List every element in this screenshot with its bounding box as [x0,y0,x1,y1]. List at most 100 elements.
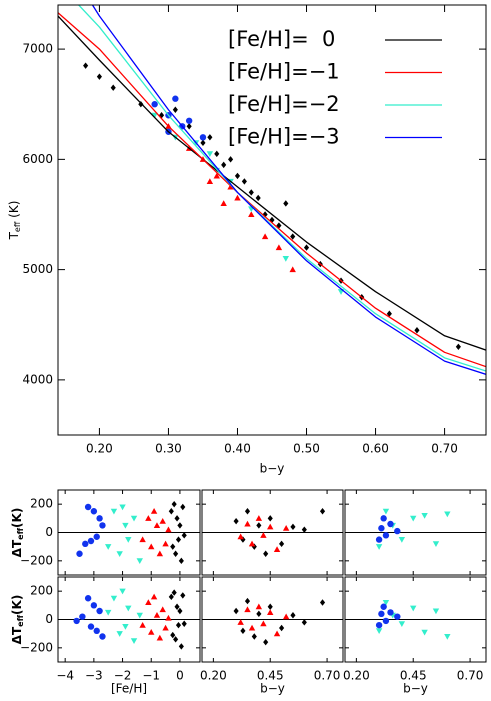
x-tick-label: 0.20 [343,669,370,683]
axes-frame [57,489,201,576]
point [378,525,385,532]
point [87,537,95,545]
point [375,536,383,543]
axes-frame [57,4,487,436]
point [244,597,251,605]
point [168,508,174,515]
point [283,200,289,207]
y-label-unit: (K) [10,508,24,528]
x-tick-label: 0.70 [314,669,341,683]
point [159,517,166,524]
axes-frame [344,489,487,576]
y-tick-label: 200 [30,584,53,598]
point [170,631,176,639]
point [171,500,177,508]
x-axis-label: b−y [260,462,285,476]
point [136,612,143,619]
point [256,610,262,618]
point [244,520,251,527]
y-tick-label: 5000 [22,262,53,276]
point [444,511,451,518]
point [289,266,296,273]
point [130,515,138,522]
point [282,525,290,531]
point [382,532,390,539]
point [175,621,182,629]
point [233,517,239,525]
point [178,643,184,650]
point [136,558,143,565]
point [139,621,146,628]
point [432,608,440,615]
y-label-unit: (K) [7,201,21,222]
point [375,628,383,635]
point [267,609,274,615]
point [237,533,244,540]
x-tick-label: −4 [56,669,74,683]
fit-line [58,12,486,368]
point [234,194,241,201]
x-tick-label: 0 [176,669,184,683]
point [255,603,263,610]
point [398,621,406,627]
point [244,508,251,515]
point [96,515,103,522]
x-tick-label: 0.45 [400,669,427,683]
point [394,527,401,535]
plot-area [202,508,343,557]
axes-frame [344,576,487,663]
point [150,508,158,514]
x-axis-label: [Fe/H] [111,682,147,696]
point [172,106,178,113]
point [248,189,254,196]
point [241,178,247,185]
point [279,540,285,548]
y-axis-label: Teff (K) [7,201,22,241]
point [175,536,182,543]
point [290,523,296,531]
point [275,244,283,251]
point [125,605,132,612]
x-tick-label: 0.30 [155,442,182,456]
point [455,343,461,350]
point [73,617,80,625]
point [240,627,246,635]
point [181,532,187,539]
point [174,603,180,610]
y-tick-label: 4000 [22,372,53,386]
plot-area [58,588,200,650]
point [262,211,268,218]
plot-area [345,599,486,640]
point [79,613,86,620]
point [185,117,193,124]
y-label-unit: (K) [10,595,24,615]
x-tick-label: 0.20 [86,442,113,456]
point [180,503,186,511]
point [125,537,132,543]
point [261,233,269,240]
point [273,630,281,637]
point [267,523,274,530]
point [82,540,89,548]
point [279,624,285,632]
point [99,633,106,640]
point [414,327,420,334]
point [151,112,158,119]
y-label-main: T [7,231,21,240]
point [110,595,118,602]
point [234,172,241,180]
point [386,310,392,317]
y-tick-label: 7000 [22,42,53,56]
point [93,533,100,540]
y-tick-label: 0 [45,612,53,626]
point [248,211,255,218]
y-tick-label: 200 [30,497,53,511]
point [84,595,92,602]
point [99,522,106,529]
point [248,540,256,547]
y-label-main: ΔT [10,626,24,644]
point [151,101,158,108]
plot-area [58,500,200,565]
point [83,62,89,69]
